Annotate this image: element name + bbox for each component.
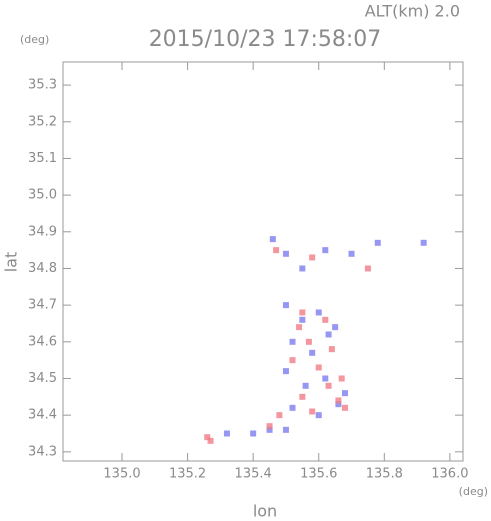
chart-title: 2015/10/23 17:58:07 — [149, 27, 382, 52]
radar-echo — [348, 250, 355, 257]
x-tick-label: 135.2 — [169, 467, 206, 482]
x-tick-label: 135.8 — [366, 467, 403, 482]
y-tick-label: 34.6 — [28, 334, 57, 349]
radar-echo — [289, 338, 296, 345]
radar-echo — [338, 375, 345, 382]
radar-echo — [309, 349, 316, 356]
radar-echo — [322, 316, 329, 323]
radar-echo — [289, 404, 296, 411]
radar-echo — [250, 430, 257, 437]
radar-echo — [328, 346, 335, 353]
y-unit: (deg) — [20, 33, 49, 46]
y-tick-label: 35.0 — [28, 188, 57, 203]
y-tick-label: 35.3 — [28, 78, 57, 93]
x-axis-label: lon — [253, 502, 277, 521]
radar-echo — [273, 247, 280, 254]
plot-frame — [62, 61, 464, 462]
radar-echo — [282, 302, 289, 309]
radar-echo — [282, 426, 289, 433]
radar-echo — [204, 434, 211, 441]
y-tick-label: 34.5 — [28, 371, 57, 386]
radar-echo — [335, 397, 342, 404]
radar-echo — [335, 401, 342, 408]
x-tick-label: 135.6 — [300, 467, 337, 482]
radar-echo — [322, 375, 329, 382]
x-tick-label: 135.0 — [103, 467, 140, 482]
radar-echo — [325, 382, 332, 389]
radar-echo — [276, 412, 283, 419]
radar-echo — [223, 430, 230, 437]
x-tick-label: 135.4 — [235, 467, 272, 482]
radar-echo — [364, 265, 371, 272]
x-unit: (deg) — [459, 485, 488, 498]
radar-echo — [309, 408, 316, 415]
radar-echo — [315, 364, 322, 371]
radar-echo — [299, 316, 306, 323]
radar-echo — [299, 265, 306, 272]
radar-echo — [309, 254, 316, 261]
y-tick-label: 35.1 — [28, 151, 57, 166]
radar-echo — [289, 357, 296, 364]
y-tick-label: 34.8 — [28, 261, 57, 276]
radar-echo — [282, 250, 289, 257]
y-tick-label: 34.7 — [28, 298, 57, 313]
radar-echo — [315, 412, 322, 419]
radar-echo — [269, 236, 276, 243]
radar-echo — [420, 239, 427, 246]
altitude-annotation: ALT(km) 2.0 — [365, 2, 460, 21]
radar-echo — [322, 247, 329, 254]
radar-echo — [341, 404, 348, 411]
y-tick-label: 35.2 — [28, 114, 57, 129]
radar-echo — [266, 426, 273, 433]
x-tick-label: 136.0 — [431, 467, 468, 482]
radar-echo — [282, 368, 289, 375]
y-axis-label: lat — [2, 252, 21, 273]
radar-echo — [302, 382, 309, 389]
radar-echo — [325, 331, 332, 338]
y-tick-label: 34.3 — [28, 444, 57, 459]
radar-echo — [207, 437, 214, 444]
radar-echo — [299, 309, 306, 316]
radar-echo — [315, 309, 322, 316]
radar-echo — [374, 239, 381, 246]
radar-echo — [296, 324, 303, 331]
radar-echo — [299, 393, 306, 400]
radar-echo — [341, 390, 348, 397]
radar-echo — [266, 423, 273, 430]
y-tick-label: 34.4 — [28, 408, 57, 423]
y-tick-label: 34.9 — [28, 224, 57, 239]
radar-echo — [305, 338, 312, 345]
radar-echo — [332, 324, 339, 331]
